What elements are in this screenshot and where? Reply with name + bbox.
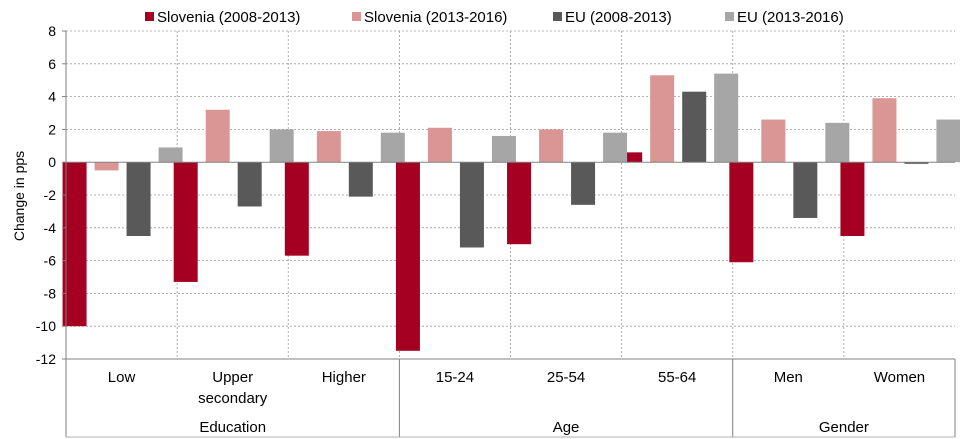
- group-label: Age: [553, 419, 580, 436]
- axes: [62, 30, 956, 438]
- y-tick-label: -10: [36, 318, 56, 334]
- y-tick-label: -4: [44, 220, 57, 236]
- bar: [348, 162, 373, 197]
- y-tick-label: 8: [48, 23, 56, 39]
- bar: [126, 162, 151, 236]
- bar: [539, 129, 564, 163]
- y-tick-label: -6: [44, 253, 57, 269]
- y-tick-label: 6: [48, 56, 56, 72]
- category-labels: Low Upper secondary Higher 15-24 25-54 55-64 Me…: [108, 369, 925, 407]
- y-tick-label: -2: [44, 187, 57, 203]
- category-label: 25-54: [547, 369, 585, 386]
- legend-swatch: [553, 12, 562, 21]
- category-label: 15-24: [436, 369, 474, 386]
- legend-swatch: [725, 12, 734, 21]
- y-tick-label: 0: [48, 154, 56, 170]
- bar: [237, 162, 262, 207]
- y-tick-label: 4: [48, 89, 56, 105]
- bar: [459, 162, 484, 248]
- bar: [603, 132, 628, 163]
- bar: [904, 162, 929, 164]
- legend: Slovenia (2008-2013) Slovenia (2013-2016)…: [145, 9, 844, 26]
- legend-label: EU (2008-2013): [565, 9, 672, 26]
- y-tick-label: -8: [44, 285, 57, 301]
- bar: [395, 162, 420, 351]
- bar: [936, 119, 960, 163]
- category-label: secondary: [198, 390, 268, 407]
- bar: [682, 91, 707, 163]
- legend-swatch: [145, 12, 154, 21]
- bar: [158, 147, 183, 163]
- bar: [427, 127, 452, 163]
- bar: [650, 75, 675, 163]
- legend-label: Slovenia (2008-2013): [157, 9, 300, 26]
- legend-label: EU (2013-2016): [737, 9, 844, 26]
- category-label: 55-64: [658, 369, 696, 386]
- bar: [714, 73, 739, 163]
- bar: [729, 162, 754, 263]
- category-label: Low: [108, 369, 136, 386]
- bar: [507, 162, 532, 245]
- y-tick-label: 2: [48, 121, 56, 137]
- bar: [173, 162, 198, 282]
- bar: [269, 129, 294, 163]
- category-label: Men: [774, 369, 803, 386]
- y-ticks: 8 6 4 2 0 -2 -4 -6 -8 -10 -12: [36, 23, 56, 367]
- bar: [793, 162, 818, 218]
- bar: [94, 162, 119, 171]
- bar: [761, 119, 786, 163]
- bar: [571, 162, 596, 205]
- bar: [380, 132, 405, 163]
- bar: [316, 131, 341, 163]
- category-label: Women: [874, 369, 925, 386]
- bar: [491, 135, 516, 163]
- bar: [205, 109, 230, 163]
- bar: [62, 162, 87, 327]
- bar: [872, 98, 897, 163]
- bar: [825, 122, 850, 163]
- bar: [284, 162, 309, 256]
- bar: [840, 162, 865, 236]
- group-label: Gender: [819, 419, 869, 436]
- category-label: Higher: [322, 369, 366, 386]
- legend-label: Slovenia (2013-2016): [364, 9, 507, 26]
- category-label: Upper: [212, 369, 253, 386]
- bars: [62, 73, 960, 351]
- bar: [618, 152, 643, 163]
- group-labels: Education Age Gender: [199, 419, 869, 436]
- y-axis-label: Change in pps: [11, 151, 27, 241]
- legend-swatch: [352, 12, 361, 21]
- y-tick-label: -12: [36, 351, 56, 367]
- group-label: Education: [199, 419, 266, 436]
